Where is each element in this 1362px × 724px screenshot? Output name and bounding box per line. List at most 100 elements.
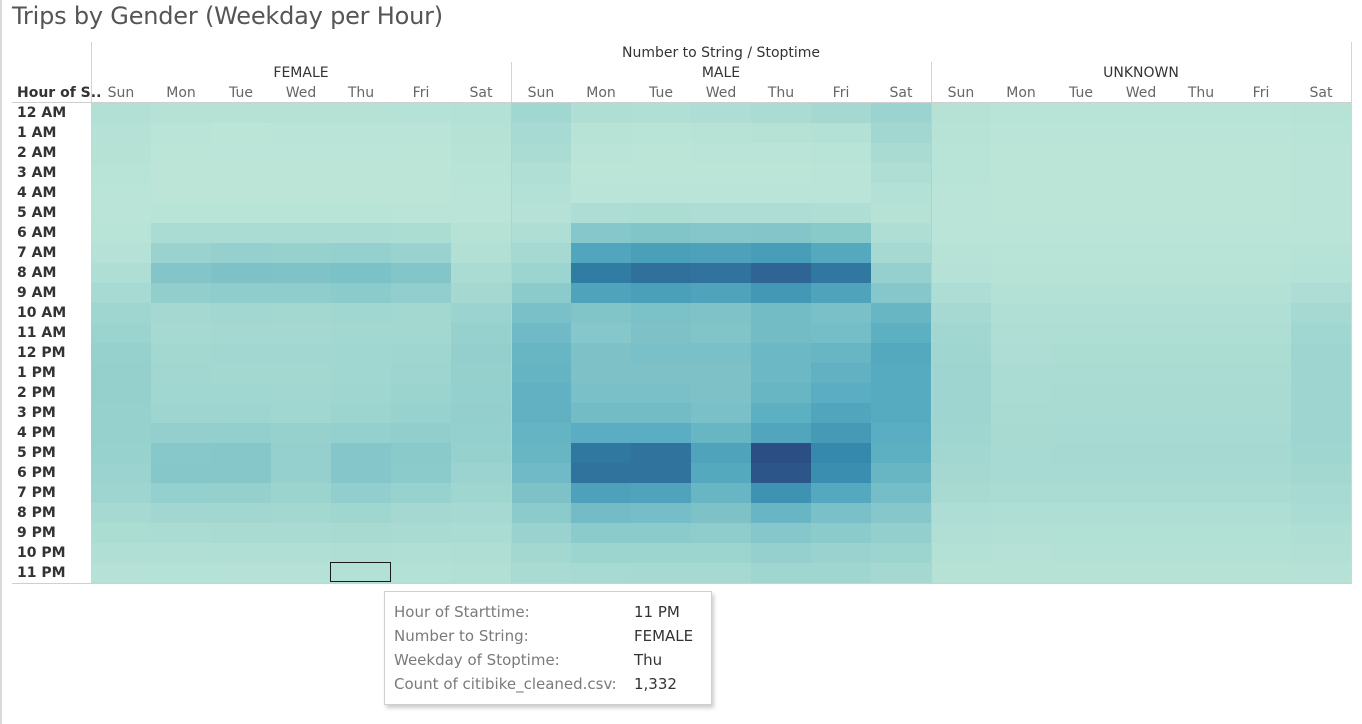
heatmap-cell[interactable] [91,383,151,403]
heatmap-cell[interactable] [151,423,211,443]
heatmap-cell[interactable] [331,363,391,383]
heatmap-cell[interactable] [811,563,871,583]
heatmap-cell[interactable] [511,183,571,203]
heatmap-cell[interactable] [331,303,391,323]
heatmap-cell[interactable] [151,523,211,543]
heatmap-cell[interactable] [751,303,811,323]
heatmap-cell[interactable] [931,203,991,223]
heatmap-cell[interactable] [391,123,451,143]
heatmap-cell[interactable] [391,523,451,543]
heatmap-cell[interactable] [511,563,571,583]
heatmap-cell[interactable] [271,383,331,403]
heatmap-cell[interactable] [151,543,211,563]
heatmap-cell[interactable] [931,103,991,123]
heatmap-cell[interactable] [571,123,631,143]
heatmap-cell[interactable] [1111,143,1171,163]
heatmap-cell[interactable] [1171,203,1231,223]
heatmap-cell[interactable] [751,343,811,363]
selected-cell-highlight[interactable] [330,562,391,582]
heatmap-cell[interactable] [871,343,931,363]
heatmap-cell[interactable] [571,403,631,423]
heatmap-cell[interactable] [1231,523,1291,543]
heatmap-cell[interactable] [391,463,451,483]
heatmap-cell[interactable] [1051,223,1111,243]
heatmap-cell[interactable] [1231,203,1291,223]
heatmap-cell[interactable] [1111,223,1171,243]
heatmap-cell[interactable] [151,223,211,243]
heatmap-cell[interactable] [571,323,631,343]
heatmap-cell[interactable] [691,243,751,263]
heatmap-cell[interactable] [1291,303,1351,323]
heatmap-cell[interactable] [991,523,1051,543]
heatmap-cell[interactable] [631,163,691,183]
heatmap-cell[interactable] [991,363,1051,383]
heatmap-cell[interactable] [511,523,571,543]
heatmap-cell[interactable] [91,543,151,563]
heatmap-cell[interactable] [1291,263,1351,283]
heatmap-cell[interactable] [1291,123,1351,143]
heatmap-cell[interactable] [211,363,271,383]
heatmap-cell[interactable] [1231,243,1291,263]
heatmap-cell[interactable] [151,463,211,483]
heatmap-cell[interactable] [1051,443,1111,463]
heatmap-cell[interactable] [991,143,1051,163]
heatmap-cell[interactable] [151,103,211,123]
heatmap-cell[interactable] [271,403,331,423]
heatmap-cell[interactable] [451,223,511,243]
heatmap-cell[interactable] [931,223,991,243]
heatmap-cell[interactable] [1171,543,1231,563]
heatmap-cell[interactable] [91,523,151,543]
heatmap-cell[interactable] [331,483,391,503]
heatmap-cell[interactable] [571,503,631,523]
heatmap-cell[interactable] [991,423,1051,443]
heatmap-cell[interactable] [331,443,391,463]
heatmap-cell[interactable] [391,503,451,523]
heatmap-cell[interactable] [871,283,931,303]
heatmap-cell[interactable] [211,183,271,203]
heatmap-cell[interactable] [631,223,691,243]
heatmap-cell[interactable] [931,523,991,543]
heatmap-cell[interactable] [1171,103,1231,123]
heatmap-cell[interactable] [1231,563,1291,583]
heatmap-cell[interactable] [571,423,631,443]
heatmap-cell[interactable] [391,103,451,123]
heatmap-cell[interactable] [391,563,451,583]
heatmap-cell[interactable] [511,303,571,323]
heatmap-cell[interactable] [931,383,991,403]
heatmap-cell[interactable] [1111,403,1171,423]
heatmap-cell[interactable] [1111,423,1171,443]
heatmap-cell[interactable] [91,463,151,483]
heatmap-cell[interactable] [811,143,871,163]
heatmap-cell[interactable] [511,543,571,563]
heatmap-cell[interactable] [571,363,631,383]
heatmap-cell[interactable] [691,403,751,423]
heatmap-cell[interactable] [211,523,271,543]
heatmap-cell[interactable] [811,423,871,443]
heatmap-cell[interactable] [751,563,811,583]
heatmap-cell[interactable] [331,263,391,283]
heatmap-cell[interactable] [1171,363,1231,383]
heatmap-cell[interactable] [1111,383,1171,403]
heatmap-cell[interactable] [451,503,511,523]
heatmap-cell[interactable] [271,123,331,143]
heatmap-cell[interactable] [91,163,151,183]
heatmap-cell[interactable] [451,343,511,363]
heatmap-cell[interactable] [811,103,871,123]
heatmap-cell[interactable] [271,163,331,183]
heatmap-cell[interactable] [991,283,1051,303]
heatmap-cell[interactable] [511,483,571,503]
heatmap-cell[interactable] [1111,483,1171,503]
heatmap-cell[interactable] [811,343,871,363]
heatmap-cell[interactable] [511,403,571,423]
heatmap-cell[interactable] [931,183,991,203]
heatmap-cell[interactable] [271,443,331,463]
heatmap-cell[interactable] [1291,203,1351,223]
heatmap-cell[interactable] [751,423,811,443]
heatmap-cell[interactable] [451,383,511,403]
heatmap-cell[interactable] [511,423,571,443]
heatmap-cell[interactable] [931,323,991,343]
heatmap-cell[interactable] [1051,403,1111,423]
heatmap-cell[interactable] [271,483,331,503]
heatmap-cell[interactable] [511,363,571,383]
heatmap-cell[interactable] [571,143,631,163]
